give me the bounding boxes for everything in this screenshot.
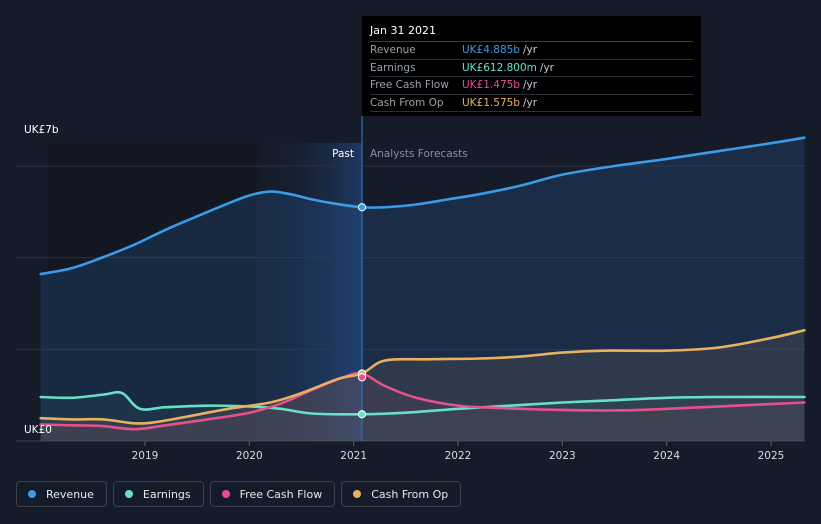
area-revenue xyxy=(40,137,805,441)
tooltip-label: Cash From Op xyxy=(370,96,444,109)
x-tick-label: 2020 xyxy=(236,450,263,462)
tooltip-unit: /yr xyxy=(522,96,538,109)
tooltip-value: UK£1.475b xyxy=(462,79,520,91)
legend-item-earnings[interactable]: Earnings xyxy=(112,481,204,507)
y-axis-bottom-label: UK£0 xyxy=(24,424,52,436)
forecast-label: Analysts Forecasts xyxy=(370,148,468,160)
legend-label: Earnings xyxy=(142,487,191,501)
legend-label: Cash From Op xyxy=(371,487,449,501)
tooltip-unit: /yr xyxy=(522,79,538,91)
tooltip-value: UK£4.885b xyxy=(462,44,520,56)
legend-item-cash-from-op[interactable]: Cash From Op xyxy=(341,481,462,507)
tooltip-date: Jan 31 2021 xyxy=(370,23,693,42)
x-tick-label: 2024 xyxy=(653,450,680,462)
data-point-revenue xyxy=(357,203,367,212)
legend-dot-icon xyxy=(124,490,133,498)
area-free-cash-flow xyxy=(40,373,805,441)
tooltip-value: UK£1.575b xyxy=(462,96,520,109)
legend-item-free-cash-flow[interactable]: Free Cash Flow xyxy=(209,481,336,507)
y-axis-top-label: UK£7b xyxy=(24,124,59,136)
series-line-revenue xyxy=(39,136,806,276)
tooltip-row-revenue: Revenue UK£4.885b /yr xyxy=(370,42,693,60)
series-line-earnings xyxy=(39,390,806,416)
tooltip-row-earnings: Earnings UK£612.800m /yr xyxy=(370,60,693,77)
legend-label: Revenue xyxy=(46,487,94,501)
past-region-dark xyxy=(48,143,257,441)
tooltip-value: UK£612.800m xyxy=(462,61,537,74)
legend-dot-icon xyxy=(28,490,36,498)
tooltip-row-cash-from-op: Cash From Op UK£1.575b /yr xyxy=(370,95,693,112)
tooltip-label: Revenue xyxy=(370,44,416,56)
x-tick-label: 2021 xyxy=(340,450,367,462)
data-point-free-cash-flow xyxy=(357,373,367,382)
legend-dot-icon xyxy=(221,490,230,498)
x-tick-label: 2023 xyxy=(549,450,576,462)
area-earnings xyxy=(40,392,805,441)
tooltip-unit: /yr xyxy=(522,44,538,56)
tooltip-unit: /yr xyxy=(539,61,554,74)
tooltip-label: Earnings xyxy=(370,61,416,74)
chart-legend: Revenue Earnings Free Cash Flow Cash Fro… xyxy=(16,481,462,507)
data-tooltip: Jan 31 2021 Revenue UK£4.885b /yr Earnin… xyxy=(362,16,701,116)
x-tick-label: 2022 xyxy=(445,450,472,462)
legend-item-revenue[interactable]: Revenue xyxy=(16,481,107,507)
legend-label: Free Cash Flow xyxy=(239,487,323,501)
x-tick-label: 2019 xyxy=(132,450,159,462)
past-label: Past xyxy=(332,148,354,160)
data-point-earnings xyxy=(357,410,367,419)
x-tick-label: 2025 xyxy=(758,450,785,462)
area-cash-from-op xyxy=(40,330,805,441)
legend-dot-icon xyxy=(353,490,362,498)
tooltip-label: Free Cash Flow xyxy=(370,79,449,91)
tooltip-row-free-cash-flow: Free Cash Flow UK£1.475b /yr xyxy=(370,77,693,95)
